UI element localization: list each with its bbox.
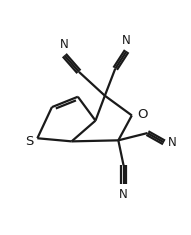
Text: S: S: [25, 135, 34, 148]
Text: N: N: [122, 34, 131, 47]
Text: N: N: [60, 38, 69, 51]
Text: N: N: [168, 136, 176, 149]
Text: O: O: [138, 108, 148, 121]
Text: N: N: [119, 188, 128, 201]
